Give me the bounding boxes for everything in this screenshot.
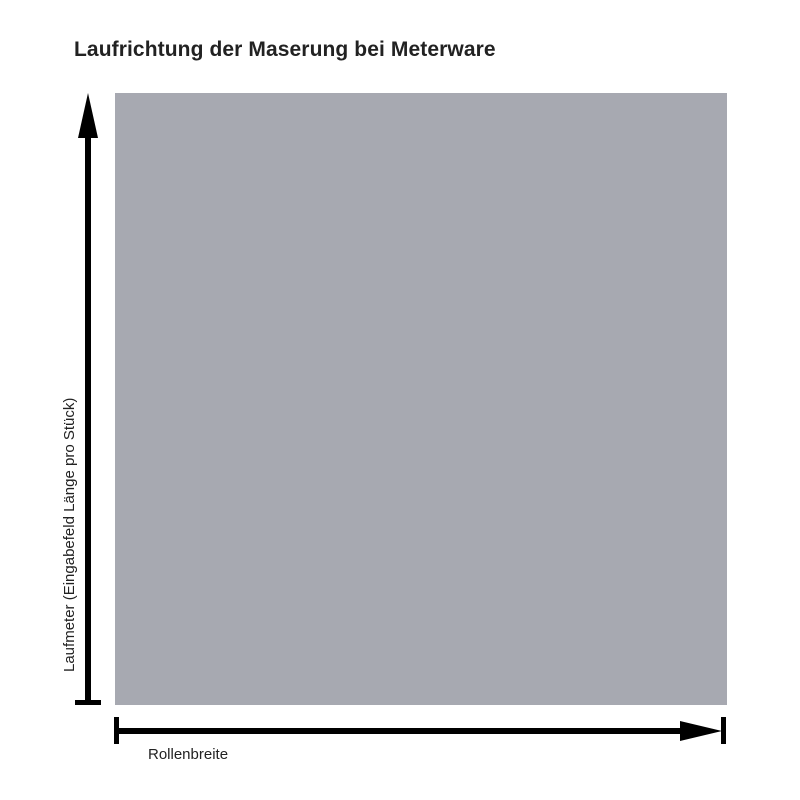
vertical-axis-label: Laufmeter (Eingabefeld Länge pro Stück)	[61, 398, 78, 672]
diagram-title: Laufrichtung der Maserung bei Meterware	[74, 38, 496, 61]
vertical-arrow	[75, 93, 101, 705]
horizontal-arrow	[114, 717, 726, 744]
material-panel	[115, 93, 727, 705]
horizontal-axis-label: Rollenbreite	[148, 746, 228, 763]
